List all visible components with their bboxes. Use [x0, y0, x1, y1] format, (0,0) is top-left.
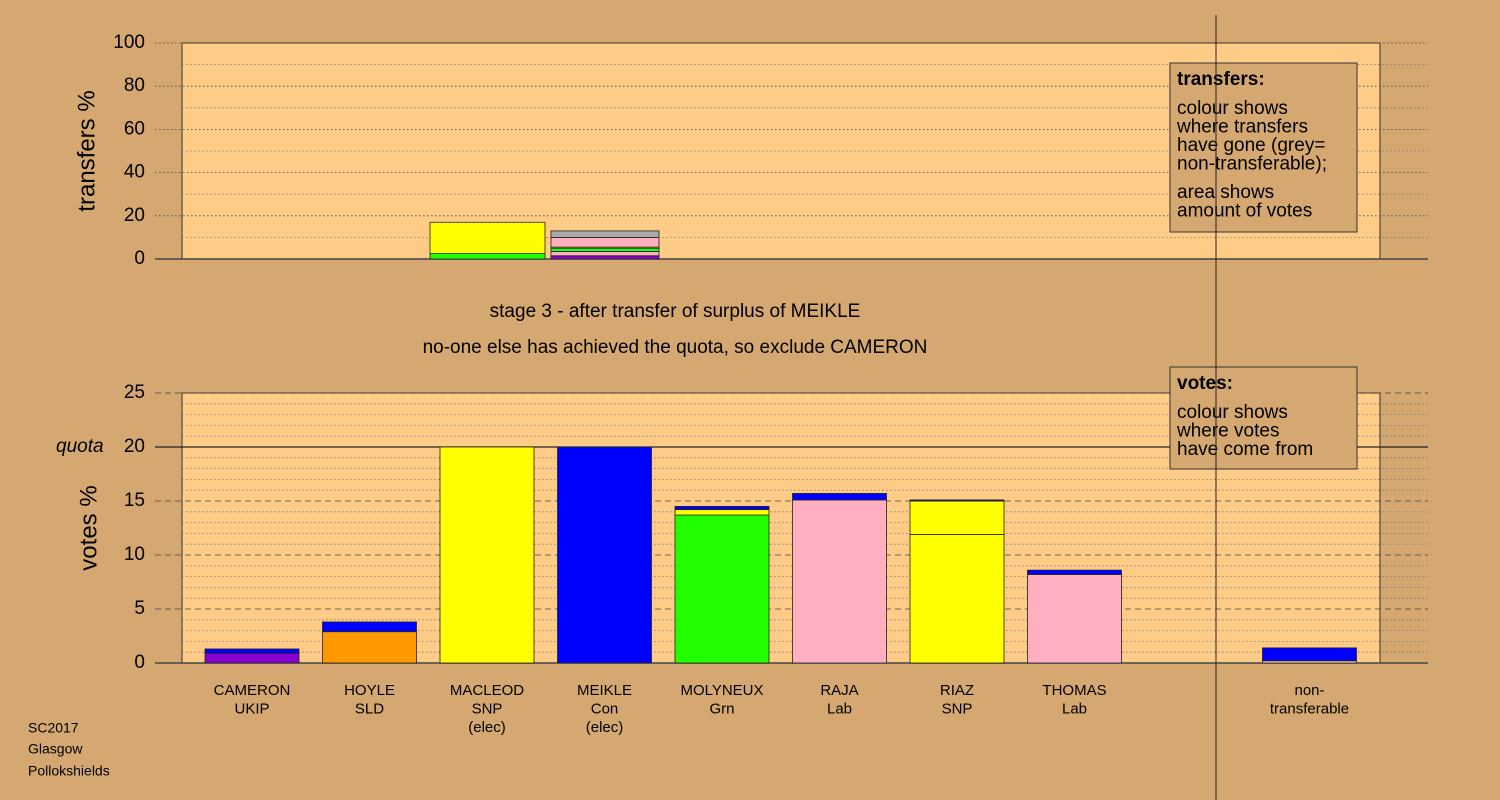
y-axis-title: votes % — [75, 485, 102, 570]
x-tick-label: MEIKLE — [577, 682, 632, 699]
bar-segment — [557, 446, 652, 664]
x-tick-label: SLD — [355, 700, 384, 717]
y-tick-label: 0 — [134, 652, 145, 673]
y-tick-label: 40 — [124, 162, 145, 183]
x-tick-label: (elec) — [468, 719, 506, 736]
footer: Glasgow — [28, 741, 83, 757]
footer: Pollokshields — [28, 763, 110, 779]
x-tick-label: RIAZ — [940, 682, 974, 699]
y-tick-label: 10 — [124, 544, 145, 565]
bar-segment — [550, 251, 660, 257]
bar-segment — [429, 221, 546, 254]
bar-segment — [792, 499, 887, 664]
x-tick-label: SNP — [472, 700, 503, 717]
y-tick-label: 60 — [124, 118, 145, 139]
info-box — [1169, 62, 1358, 233]
bar-segment — [550, 230, 660, 238]
info-box-text: where votes — [1176, 421, 1279, 442]
y-tick-label: 0 — [134, 248, 145, 269]
x-tick-label: THOMAS — [1042, 682, 1106, 699]
y-tick-label: 20 — [124, 436, 145, 457]
info-box-text: colour shows — [1177, 98, 1288, 119]
info-box-text: have come from — [1177, 439, 1313, 460]
bar-segment — [792, 493, 887, 501]
quota-label: quota — [56, 436, 104, 457]
x-tick-label: MOLYNEUX — [680, 682, 763, 699]
bar-segment — [909, 500, 1005, 535]
caption: no-one else has achieved the quota, so e… — [423, 337, 928, 358]
x-tick-label: (elec) — [586, 719, 624, 736]
bar-segment — [550, 247, 660, 252]
bar-segment — [909, 534, 1005, 664]
x-tick-label: Grn — [709, 700, 734, 717]
bar-segment — [1027, 574, 1122, 664]
bar-segment — [322, 621, 417, 633]
bar-segment — [674, 509, 770, 516]
x-tick-label: UKIP — [234, 700, 269, 717]
bar-segment — [550, 255, 660, 260]
bar-segment — [1262, 647, 1357, 662]
info-box-text: area shows — [1177, 182, 1274, 203]
y-tick-label: 5 — [134, 598, 145, 619]
x-tick-label: Lab — [1062, 700, 1087, 717]
x-tick-label: SNP — [942, 700, 973, 717]
x-tick-label: RAJA — [820, 682, 858, 699]
info-box-text: non-transferable); — [1177, 154, 1327, 175]
bar-segment — [1027, 569, 1122, 575]
info-box-title: votes: — [1177, 373, 1233, 394]
footer: SC2017 — [28, 720, 79, 736]
info-box — [1169, 366, 1358, 470]
x-tick-label: Con — [591, 700, 619, 717]
x-tick-label: HOYLE — [344, 682, 395, 699]
bar-segment — [674, 505, 770, 511]
info-box-text: where transfers — [1176, 117, 1308, 138]
caption: stage 3 - after transfer of surplus of M… — [490, 301, 861, 322]
y-tick-label: 15 — [124, 490, 145, 511]
x-tick-label: Lab — [827, 700, 852, 717]
bar-segment — [550, 236, 660, 248]
bar-segment — [674, 514, 770, 664]
y-tick-label: 80 — [124, 75, 145, 96]
y-tick-label: 20 — [124, 205, 145, 226]
bar-segment — [322, 631, 417, 664]
x-tick-label: CAMERON — [214, 682, 291, 699]
x-tick-label: non- — [1294, 682, 1324, 699]
y-tick-label: 100 — [113, 32, 145, 53]
info-box-text: amount of votes — [1177, 201, 1312, 222]
bar-segment — [204, 652, 300, 664]
bar-segment — [439, 446, 535, 664]
x-tick-label: transferable — [1270, 700, 1349, 717]
info-box-title: transfers: — [1177, 69, 1265, 90]
bar-segment — [204, 648, 300, 654]
y-axis-title: transfers % — [73, 90, 100, 211]
bar-segment — [429, 253, 546, 260]
y-tick-label: 25 — [124, 382, 145, 403]
info-box-text: have gone (grey= — [1177, 135, 1325, 156]
x-tick-label: MACLEOD — [450, 682, 524, 699]
info-box-text: colour shows — [1177, 402, 1288, 423]
bar-segment — [909, 499, 1005, 502]
